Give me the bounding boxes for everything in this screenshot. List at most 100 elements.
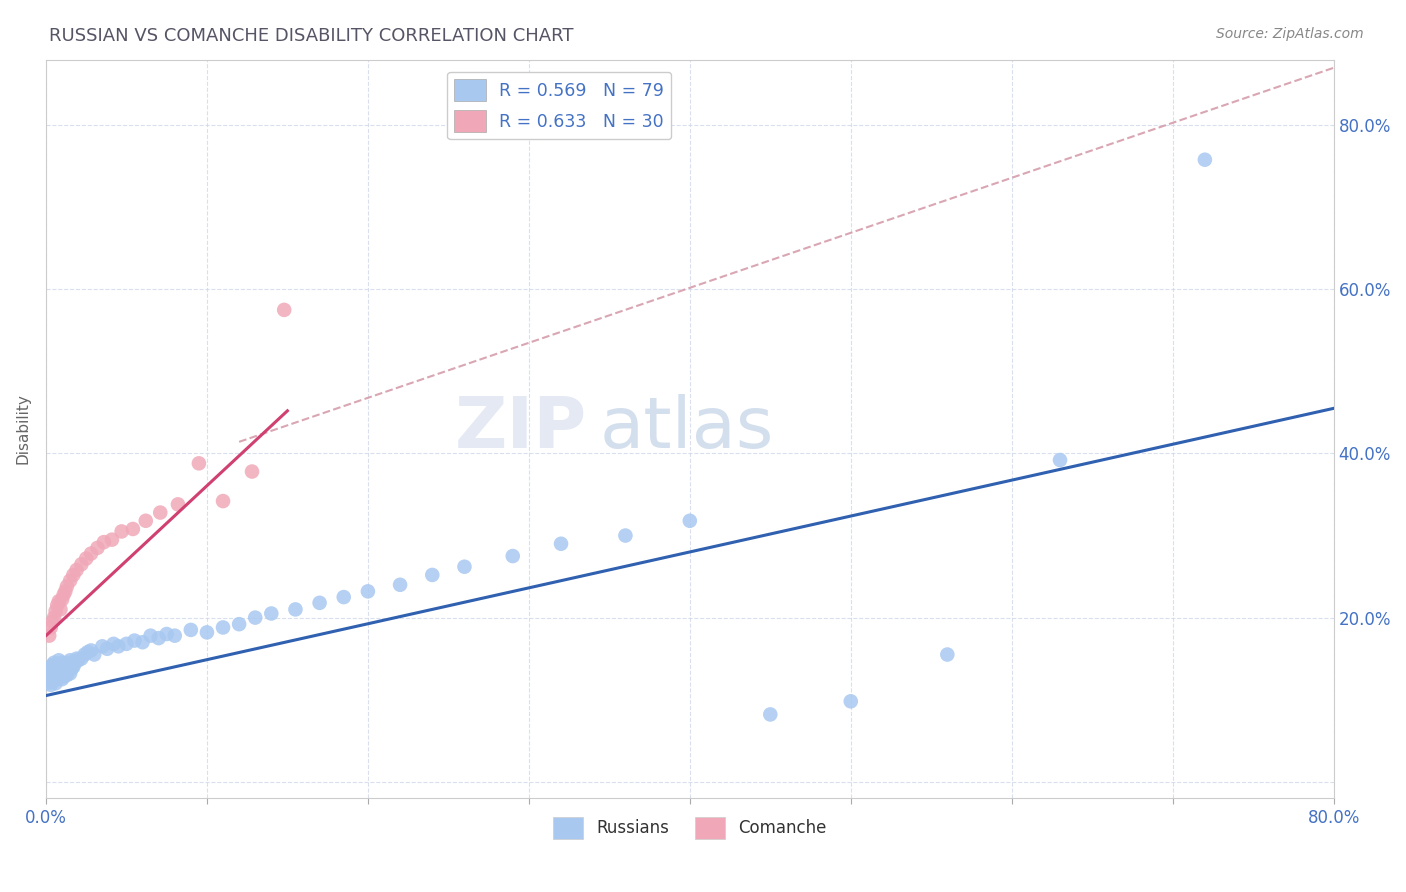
- Point: [58, 656, 80, 670]
- Point: [63, 656, 86, 670]
- Point: [212, 620, 235, 634]
- Point: [48, 670, 70, 684]
- Point: [86, 541, 108, 555]
- Point: [45, 668, 67, 682]
- Text: RUSSIAN VS COMANCHE DISABILITY CORRELATION CHART: RUSSIAN VS COMANCHE DISABILITY CORRELATI…: [49, 27, 574, 45]
- Point: [550, 537, 572, 551]
- Point: [180, 623, 202, 637]
- Text: atlas: atlas: [600, 394, 775, 463]
- Point: [70, 558, 93, 572]
- Point: [75, 551, 97, 566]
- Point: [453, 559, 475, 574]
- Point: [38, 664, 60, 678]
- Point: [52, 670, 75, 684]
- Point: [58, 664, 80, 678]
- Point: [49, 660, 72, 674]
- Point: [59, 666, 82, 681]
- Point: [148, 631, 170, 645]
- Point: [614, 528, 637, 542]
- Point: [46, 666, 69, 681]
- Point: [240, 465, 263, 479]
- Point: [51, 672, 73, 686]
- Point: [502, 549, 524, 563]
- Point: [107, 640, 129, 654]
- Point: [37, 676, 59, 690]
- Point: [45, 604, 67, 618]
- Point: [163, 629, 186, 643]
- Point: [420, 568, 443, 582]
- Point: [308, 596, 330, 610]
- Point: [42, 610, 65, 624]
- Point: [759, 707, 782, 722]
- Point: [139, 629, 162, 643]
- Point: [135, 514, 157, 528]
- Point: [51, 656, 73, 670]
- Point: [59, 574, 82, 588]
- Point: [45, 676, 67, 690]
- Point: [65, 651, 87, 665]
- Point: [42, 656, 65, 670]
- Point: [39, 620, 62, 634]
- Point: [101, 533, 124, 547]
- Text: ZIP: ZIP: [454, 394, 586, 463]
- Point: [39, 678, 62, 692]
- Point: [1049, 453, 1071, 467]
- Point: [332, 590, 354, 604]
- Point: [91, 640, 114, 654]
- Point: [56, 579, 79, 593]
- Point: [357, 584, 380, 599]
- Point: [65, 563, 87, 577]
- Text: Source: ZipAtlas.com: Source: ZipAtlas.com: [1216, 27, 1364, 41]
- Point: [56, 660, 79, 674]
- Point: [679, 514, 702, 528]
- Point: [839, 694, 862, 708]
- Point: [52, 661, 75, 675]
- Point: [62, 660, 84, 674]
- Point: [273, 302, 295, 317]
- Point: [41, 658, 63, 673]
- Point: [245, 610, 267, 624]
- Point: [93, 535, 115, 549]
- Point: [156, 627, 179, 641]
- Point: [76, 645, 98, 659]
- Point: [48, 594, 70, 608]
- Point: [131, 635, 153, 649]
- Point: [42, 672, 65, 686]
- Point: [195, 625, 218, 640]
- Point: [936, 648, 959, 662]
- Point: [45, 658, 67, 673]
- Point: [228, 617, 250, 632]
- Point: [70, 651, 93, 665]
- Point: [122, 522, 145, 536]
- Point: [52, 588, 75, 602]
- Y-axis label: Disability: Disability: [15, 393, 30, 465]
- Point: [80, 547, 103, 561]
- Point: [115, 637, 138, 651]
- Point: [41, 666, 63, 681]
- Point: [80, 643, 103, 657]
- Point: [48, 653, 70, 667]
- Point: [38, 672, 60, 686]
- Point: [124, 633, 146, 648]
- Point: [1194, 153, 1216, 167]
- Point: [46, 660, 69, 674]
- Point: [59, 653, 82, 667]
- Point: [53, 666, 76, 681]
- Point: [41, 615, 63, 629]
- Point: [39, 670, 62, 684]
- Point: [51, 664, 73, 678]
- Point: [212, 494, 235, 508]
- Legend: Russians, Comanche: Russians, Comanche: [547, 811, 832, 846]
- Point: [56, 668, 79, 682]
- Point: [389, 578, 412, 592]
- Point: [48, 661, 70, 675]
- Point: [38, 629, 60, 643]
- Point: [73, 648, 96, 662]
- Point: [60, 661, 83, 675]
- Point: [46, 672, 69, 686]
- Point: [284, 602, 307, 616]
- Point: [62, 568, 84, 582]
- Point: [83, 648, 105, 662]
- Point: [167, 497, 190, 511]
- Point: [41, 674, 63, 689]
